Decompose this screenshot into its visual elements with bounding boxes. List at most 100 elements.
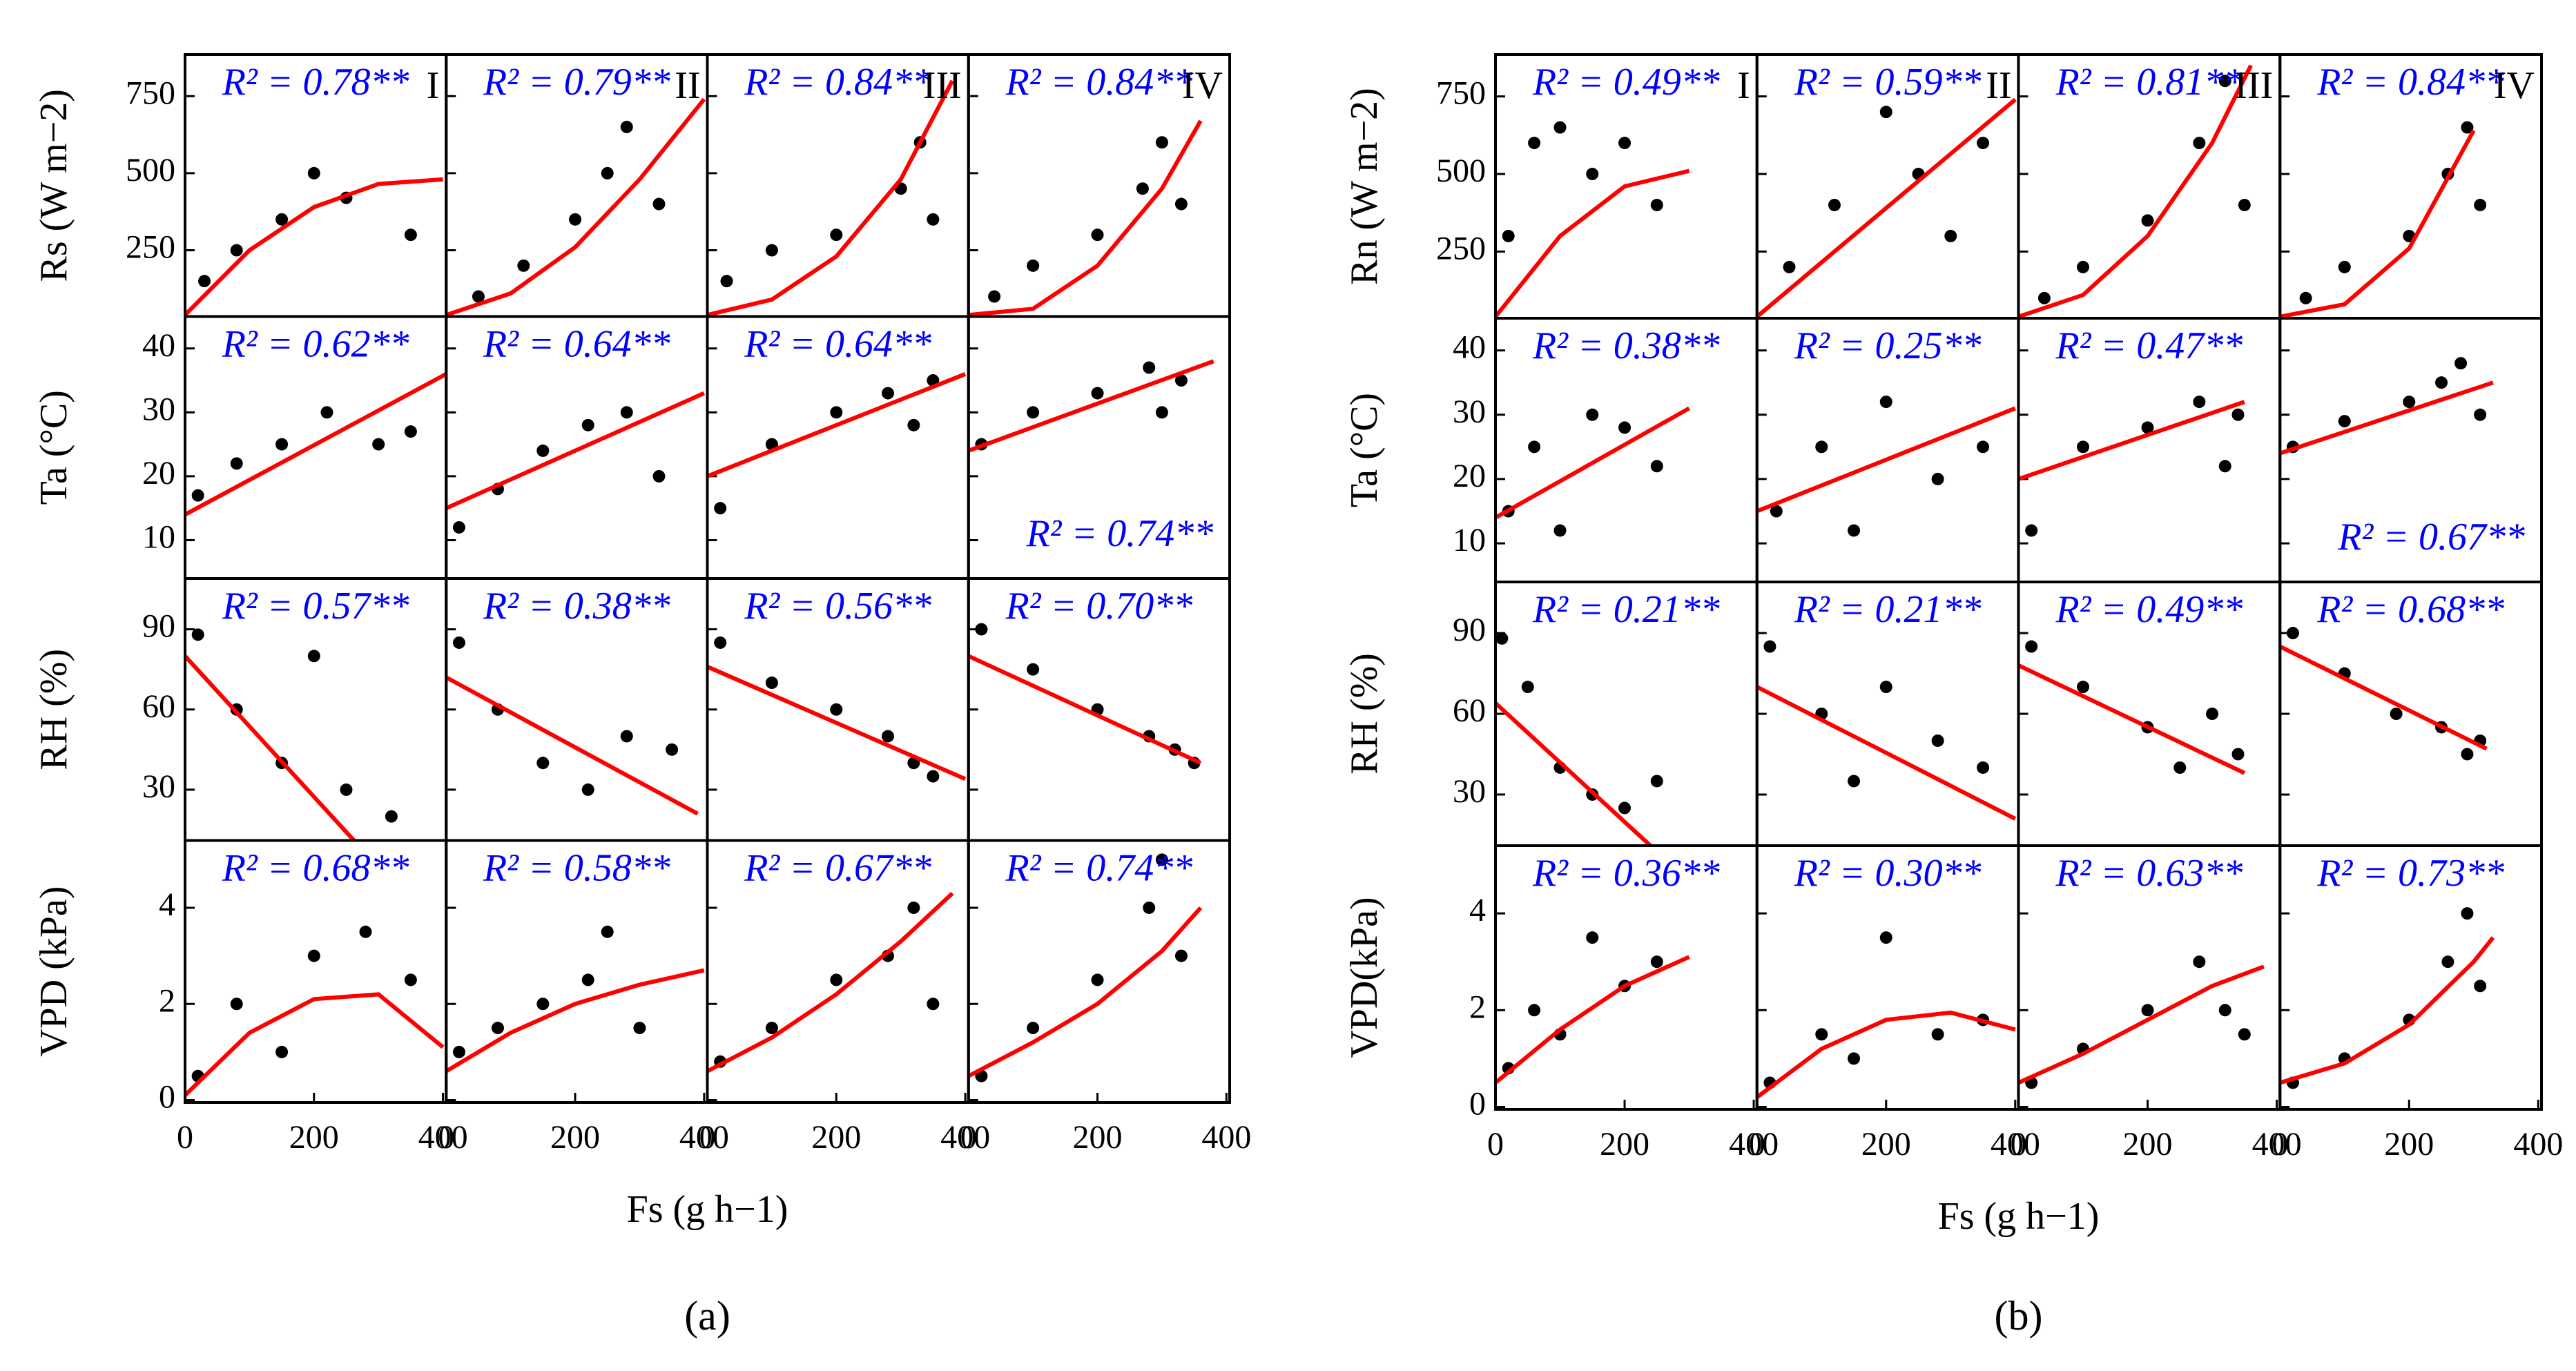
point: [2474, 198, 2487, 211]
point: [1977, 137, 1990, 150]
x-tick-label: 200: [2384, 1126, 2434, 1163]
y-axis-label: Rs (W m−2): [32, 89, 75, 282]
x-axis-label: Fs (g h−1): [627, 1188, 788, 1231]
cell: [707, 891, 967, 1102]
cell: [2018, 912, 2278, 1109]
cell: [2018, 64, 2253, 318]
point: [1770, 505, 1783, 518]
point: [1553, 524, 1567, 537]
y-axis-label: Rn (W m−2): [1343, 88, 1386, 285]
point: [1174, 374, 1188, 387]
r2-annotation: R² = 0.63**: [2055, 852, 2243, 895]
x-tick-label: 200: [1600, 1126, 1649, 1163]
point: [2077, 260, 2090, 273]
cell-frame: [967, 839, 1231, 1104]
point: [2218, 1004, 2231, 1017]
x-tick-label: 400: [418, 1119, 468, 1156]
y-tick-label: 60: [1453, 692, 1486, 729]
fit-line: [2280, 644, 2488, 751]
point: [2025, 524, 2038, 537]
fit-line: [1495, 406, 1691, 520]
point: [581, 418, 594, 431]
y-axis-label: VPD (kPa): [32, 886, 75, 1057]
point: [1848, 524, 1861, 537]
x-tick-label: 200: [550, 1119, 600, 1156]
fit-line: [2018, 663, 2246, 775]
cell: [185, 95, 443, 317]
x-tick-label: 0: [2011, 1126, 2027, 1163]
cell: [1756, 632, 2017, 821]
point: [452, 1045, 465, 1058]
y-tick-label: 250: [126, 229, 175, 266]
x-tick-label: 400: [1991, 1126, 2040, 1163]
x-tick-label: 400: [1201, 1119, 1251, 1156]
point: [714, 636, 727, 649]
fit-line: [968, 119, 1203, 317]
point: [1495, 632, 1509, 645]
x-tick-label: 400: [679, 1119, 729, 1156]
fit-line: [2280, 936, 2495, 1085]
point: [1931, 734, 1944, 747]
r2-annotation: R² = 0.49**: [1532, 61, 1720, 104]
r2-annotation: R² = 0.68**: [2316, 588, 2504, 631]
cell: [185, 628, 398, 841]
point: [652, 469, 666, 483]
point: [275, 438, 289, 451]
y-tick-label: 30: [1453, 393, 1486, 430]
x-tick-label: 0: [2272, 1126, 2288, 1163]
fit-line: [2018, 400, 2245, 481]
point: [1136, 182, 1149, 195]
cell: [446, 95, 706, 317]
point: [620, 120, 633, 133]
y-tick-label: 10: [1453, 522, 1486, 558]
point: [1091, 387, 1104, 400]
y-tick-label: 2: [159, 982, 175, 1019]
fit-line: [2018, 964, 2265, 1085]
point: [1650, 955, 1663, 969]
r2-annotation: R² = 0.84**: [744, 61, 931, 104]
y-tick-label: 60: [142, 688, 175, 725]
cell: [1495, 95, 1690, 318]
point: [1027, 1022, 1040, 1035]
point: [2474, 980, 2487, 993]
column-label: III: [2234, 64, 2273, 107]
y-tick-label: 20: [142, 455, 175, 492]
y-tick-label: 250: [1436, 230, 1486, 266]
point: [830, 973, 843, 986]
point: [536, 998, 550, 1011]
point: [1977, 440, 1990, 454]
point: [404, 425, 417, 438]
point: [191, 628, 204, 641]
point: [2390, 708, 2403, 720]
cell: [2280, 349, 2494, 545]
x-tick-label: 400: [1729, 1126, 1779, 1163]
x-tick-label: 200: [811, 1119, 861, 1156]
point: [620, 406, 633, 419]
r2-annotation: R² = 0.21**: [1532, 588, 1720, 631]
point: [2238, 198, 2251, 211]
x-tick-label: 400: [2513, 1126, 2563, 1163]
cell: [968, 623, 1202, 791]
cell: [707, 347, 967, 541]
point: [620, 730, 633, 743]
point: [1879, 681, 1892, 694]
point: [275, 213, 289, 226]
y-axis-label: Ta (°C): [32, 390, 75, 505]
r2-annotation: R² = 0.36**: [1532, 852, 1720, 895]
point: [198, 275, 211, 288]
point: [2454, 357, 2468, 370]
cell: [707, 79, 955, 317]
cell: [185, 347, 447, 541]
point: [1783, 260, 1796, 273]
point: [1879, 396, 1892, 409]
cell: [2018, 349, 2245, 545]
r2-annotation: R² = 0.68**: [222, 846, 409, 889]
point: [2173, 761, 2187, 774]
y-tick-label: 0: [1469, 1086, 1486, 1122]
point: [491, 1022, 504, 1035]
point: [1586, 931, 1599, 944]
fit-line: [2280, 380, 2494, 456]
point: [472, 290, 485, 303]
point: [2141, 1004, 2154, 1017]
